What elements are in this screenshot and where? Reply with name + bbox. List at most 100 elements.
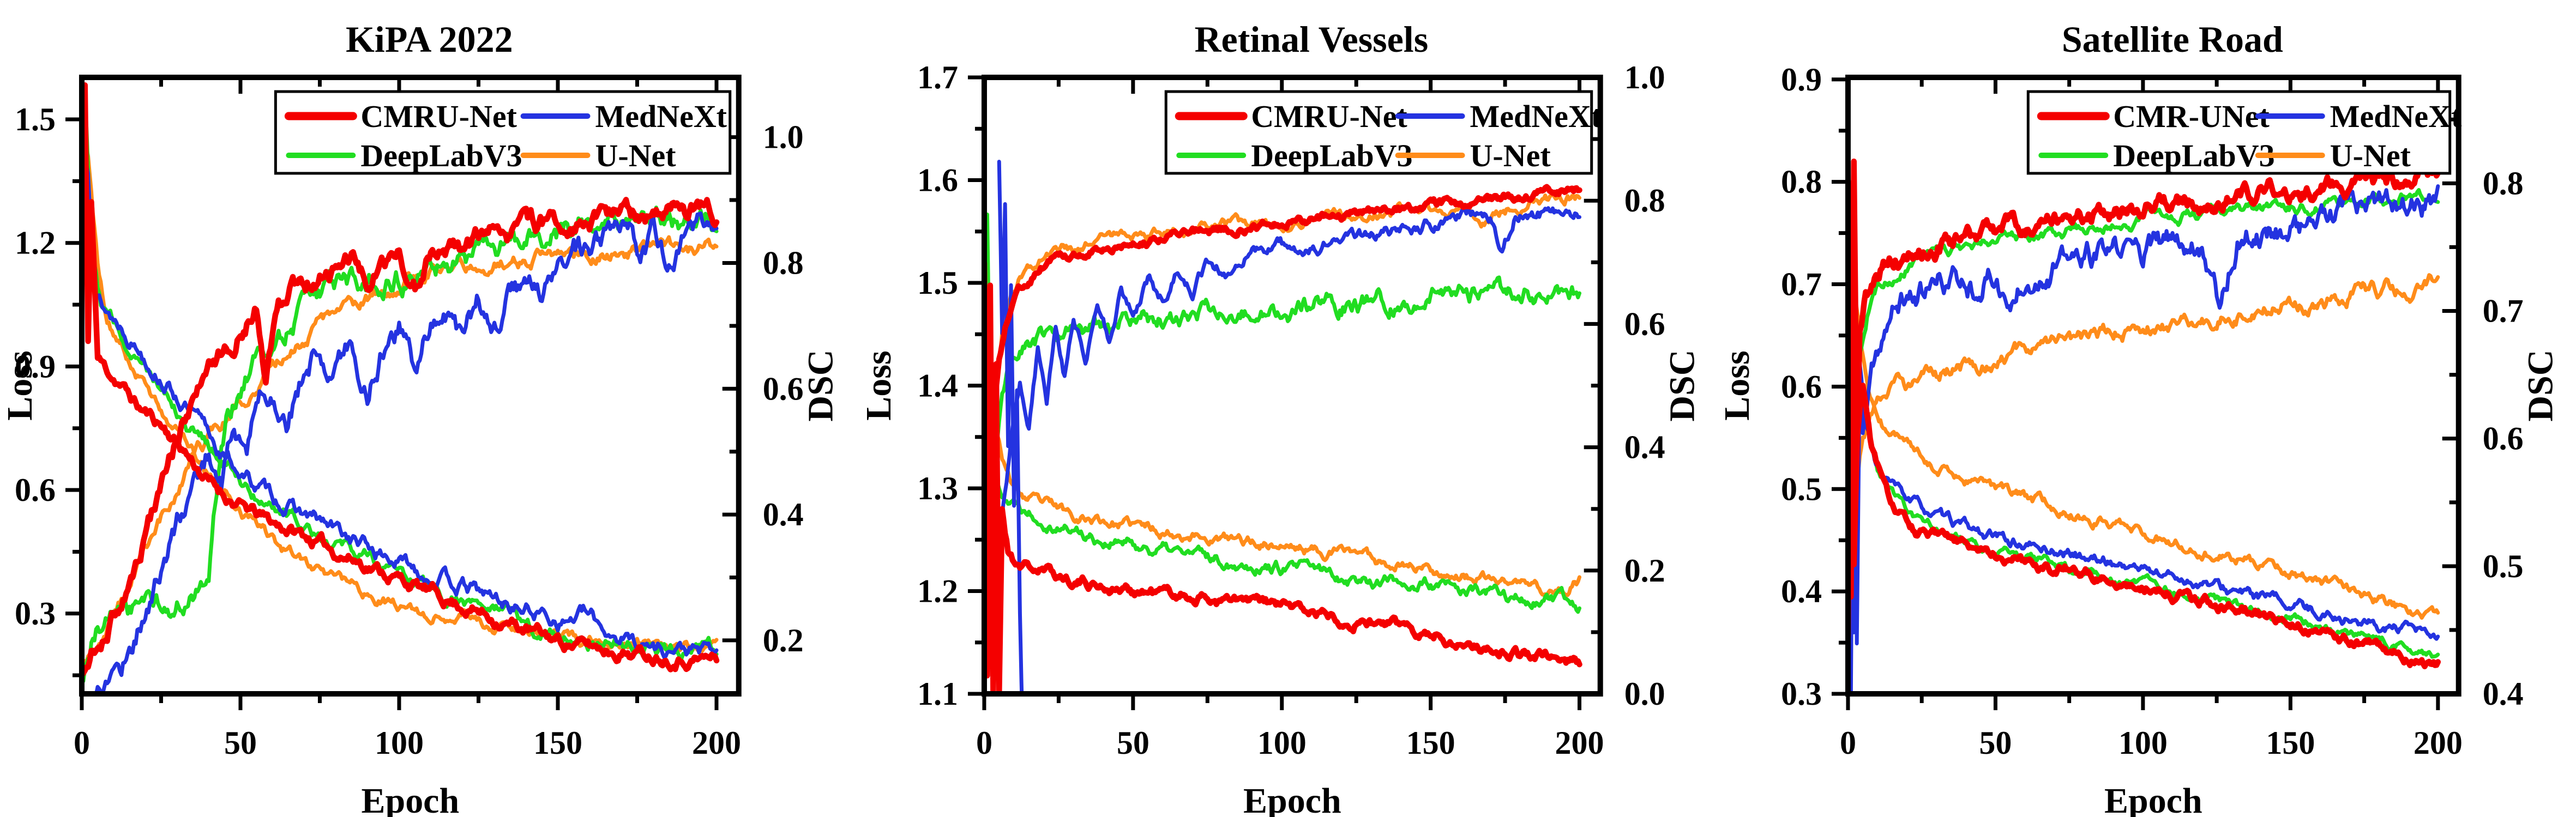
left-tick-label: 0.7 [1781,266,1822,302]
right-tick-label: 0.4 [1624,429,1665,465]
right-tick-label: 0.8 [2483,165,2524,201]
legend-box [2027,90,2452,175]
left-tick-label: 1.2 [917,573,958,609]
series-mednext-loss [1848,232,2440,693]
legend-label-cmru-net: CMRU-Net [360,99,517,134]
x-tick-label: 50 [224,725,257,761]
x-tick-label: 200 [1555,725,1604,761]
series-cmru-net-loss [81,82,720,673]
left-tick-label: 0.6 [1781,368,1822,404]
x-tick-label: 100 [1257,725,1306,761]
x-tick-label: 100 [375,725,424,761]
legend-label-cmru-net: CMRU-Net [1251,99,1407,134]
x-tick-label: 150 [2266,725,2315,761]
x-tick-label: 200 [2414,725,2463,761]
right-tick-label: 0.8 [1624,183,1665,219]
left-tick-label: 0.9 [15,348,56,384]
right-tick-label: 1.0 [1624,59,1665,95]
series-cmr-unet-dsc [1848,164,2441,639]
legend-label-u-net: U-Net [2330,138,2411,173]
left-tick-label: 0.3 [1781,676,1822,712]
series-cmru-net-loss [984,259,1582,694]
plot-frame [79,75,742,697]
right-tick-label: 0.6 [1624,306,1665,342]
left-axis-title: Loss [1717,350,1757,420]
left-tick-label: 1.3 [917,470,958,506]
chart-panel-kipa-2022: KiPA 2022 0 50 100 150 200 0.3 0.6 0.9 1.2 1.5 0.2 0… [0,0,859,817]
series-deeplabv3-loss [984,213,1581,614]
x-axis-title: Epoch [1243,781,1341,817]
right-tick-label: 0.2 [1624,553,1665,589]
axis-ticks [967,75,1600,710]
chart-title: KiPA 2022 [346,19,513,60]
left-tick-label: 1.5 [15,101,56,137]
chart-kipa-2022-canvas: KiPA 2022 0 50 100 150 200 0.3 0.6 0.9 1.2 1.5 0.2 0… [0,0,859,817]
left-tick-label: 0.6 [15,472,56,508]
right-tick-label: 0.2 [763,622,804,658]
series-mednext-dsc [1848,184,2440,670]
x-axis-title: Epoch [362,781,460,817]
legend-label-mednext: MedNeXt [1470,99,1602,134]
chart-title: Satellite Road [2062,19,2283,60]
right-tick-label: 0.4 [2483,676,2524,712]
left-tick-label: 1.1 [917,676,958,712]
series-layer [81,82,720,694]
series-cmru-net-dsc [984,184,1582,659]
x-tick-label: 150 [533,725,582,761]
legend-label-cmr-unet: CMR-UNet [2114,99,2270,134]
left-tick-label: 0.8 [1781,164,1822,200]
series-u-net-dsc [81,235,719,669]
left-tick-label: 1.4 [917,367,958,403]
right-tick-label: 1.0 [763,119,804,155]
right-tick-label: 0.8 [763,245,804,281]
series-cmr-unet-loss [1848,158,2441,669]
right-tick-label: 0.6 [2483,421,2524,457]
left-tick-label: 0.3 [15,596,56,632]
series-mednext-dsc [984,206,1581,666]
series-deeplabv3-loss [81,93,719,661]
right-tick-label: 0.4 [763,497,804,532]
left-tick-label: 1.6 [917,162,958,198]
legend-label-deeplabv3: DeepLabV3 [2114,138,2275,173]
chart-panel-satellite-road: Satellite Road 0 50 100 150 200 0.3 0.4 0.5 0.6 0.… [1717,0,2576,817]
right-tick-label: 0.0 [1624,676,1665,712]
legend-label-deeplabv3: DeepLabV3 [1251,138,1412,173]
series-deeplabv3-dsc [984,275,1581,647]
series-layer [984,160,1582,694]
left-tick-label: 1.2 [15,225,56,261]
legend-box [1164,90,1593,175]
x-tick-label: 0 [976,725,992,761]
right-tick-label: 0.5 [2483,548,2524,584]
left-axis-title: Loss [0,350,40,420]
series-u-net-dsc [984,192,1581,634]
legend-label-mednext: MedNeXt [595,99,727,134]
right-axis-title: DSC [801,349,841,421]
x-tick-label: 200 [692,725,741,761]
legend-label-u-net: U-Net [1470,138,1551,173]
x-tick-label: 0 [1840,725,1856,761]
x-tick-label: 0 [74,725,90,761]
x-tick-label: 150 [1406,725,1455,761]
series-u-net-loss [1848,179,2440,620]
legend-label-deeplabv3: DeepLabV3 [360,138,522,173]
x-tick-label: 50 [1979,725,2012,761]
series-layer [1848,158,2441,693]
left-tick-label: 0.5 [1781,471,1822,507]
right-axis-title: DSC [1662,349,1702,421]
series-u-net-dsc [1848,273,2440,566]
left-tick-label: 1.7 [917,59,958,95]
legend-label-u-net: U-Net [595,138,677,173]
series-mednext-loss [997,160,1024,694]
left-tick-label: 0.9 [1781,62,1822,98]
legend-box [274,90,732,175]
series-mednext-dsc [94,211,719,694]
legend-label-mednext: MedNeXt [2330,99,2462,134]
right-tick-label: 0.7 [2483,293,2524,329]
left-axis-title: Loss [859,350,899,420]
chart-panel-retinal-vessels: Retinal Vessels 0 50 100 150 200 1.1 1.2 1.3 1.4 1… [858,0,1718,817]
left-tick-label: 1.5 [917,265,958,301]
series-u-net-loss [984,284,1581,598]
x-tick-label: 100 [2118,725,2168,761]
left-tick-label: 0.4 [1781,573,1822,609]
